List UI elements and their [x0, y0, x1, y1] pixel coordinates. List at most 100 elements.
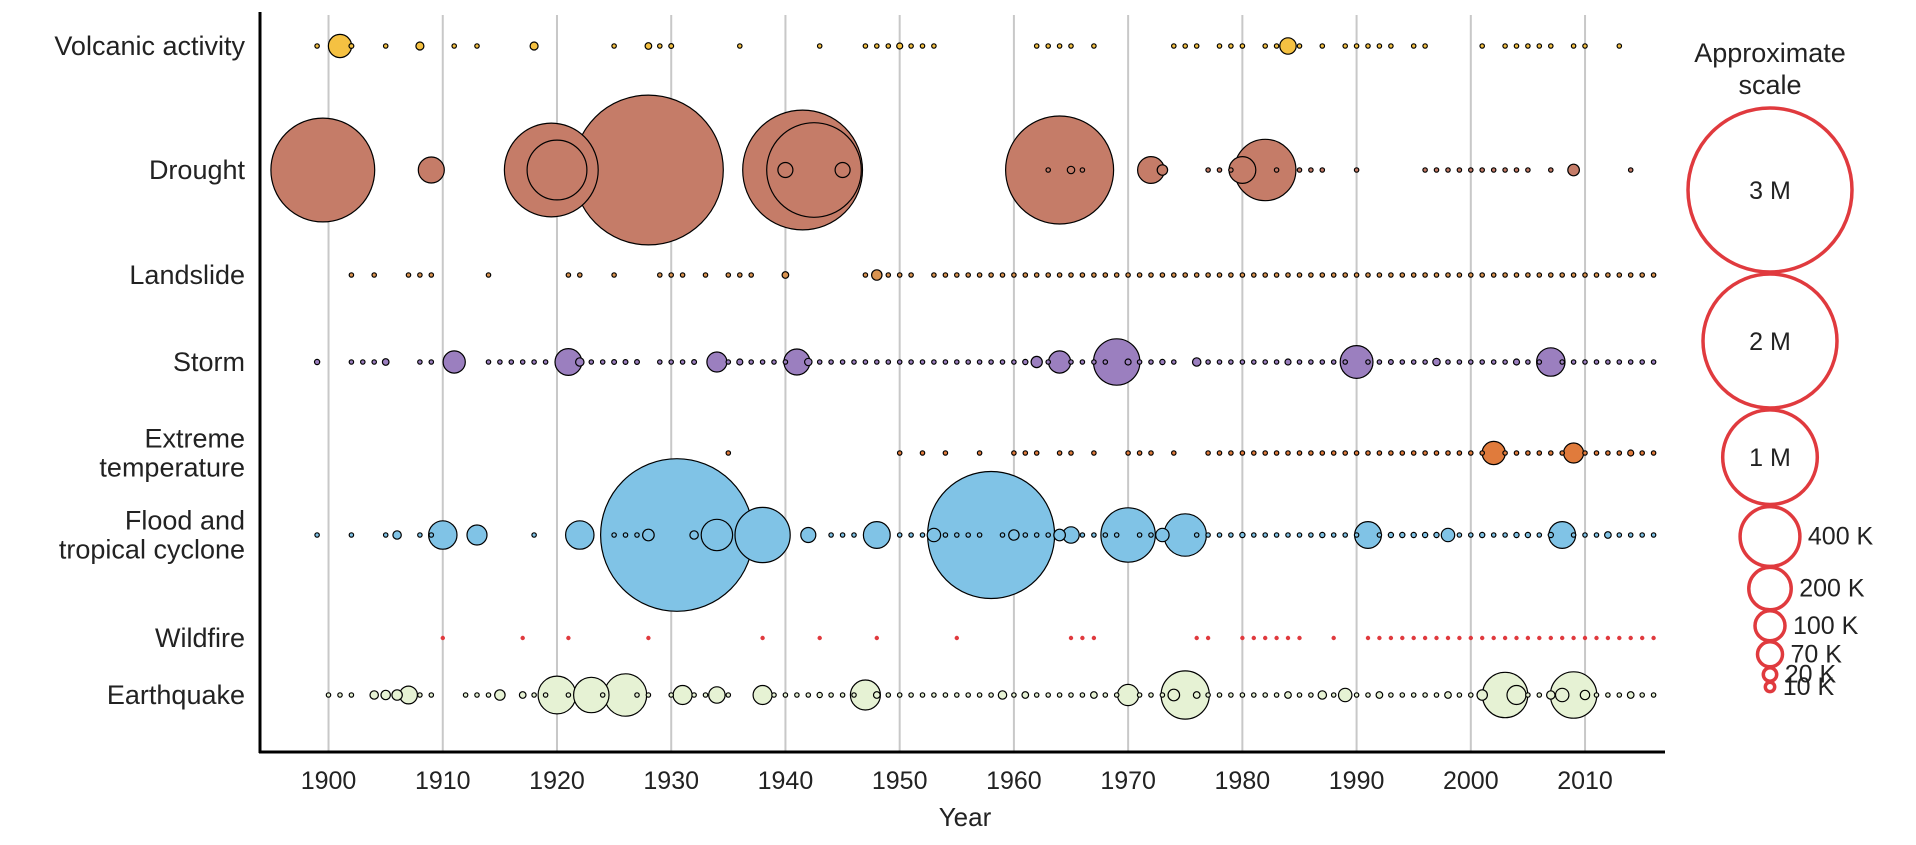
bubble-drought	[766, 122, 862, 218]
bubble-landslide	[1171, 272, 1177, 278]
bubble-landslide	[656, 272, 663, 278]
bubble-earthquake	[369, 690, 379, 700]
bubble-extreme-temperature	[1216, 450, 1223, 456]
bubble-flood-and-tropical-cyclone	[1353, 532, 1360, 538]
bubble-wildfire	[1582, 635, 1588, 641]
bubble-landslide	[1342, 272, 1349, 278]
bubble-wildfire	[1400, 635, 1405, 641]
bubble-extreme-temperature	[1296, 450, 1303, 456]
bubble-extreme-temperature	[1022, 450, 1029, 456]
bubble-landslide	[1148, 272, 1154, 278]
bubble-wildfire	[1297, 635, 1302, 641]
bubble-extreme-temperature	[1399, 450, 1406, 456]
category-label-earthquake: Earthquake	[107, 680, 245, 710]
bubble-storm	[668, 359, 675, 365]
bubble-flood-and-tropical-cyclone	[1433, 531, 1440, 539]
legend-label: 70 K	[1791, 640, 1843, 668]
legend-circle	[1686, 106, 1854, 274]
bubble-flood-and-tropical-cyclone	[1296, 532, 1303, 538]
x-tick-label: 1900	[301, 767, 357, 795]
bubble-landslide	[1456, 272, 1463, 278]
bubble-extreme-temperature	[1422, 450, 1428, 456]
bubble-earthquake	[1273, 692, 1280, 698]
bubble-volcanic-activity	[919, 43, 926, 49]
bubble-landslide	[988, 272, 994, 278]
bubble-storm	[1171, 359, 1177, 365]
bubble-drought	[1045, 167, 1052, 173]
bubble-storm	[1342, 359, 1349, 365]
bubble-storm	[1079, 359, 1086, 365]
bubble-wildfire	[1331, 635, 1336, 641]
bubble-landslide	[1445, 272, 1451, 278]
bubble-flood-and-tropical-cyclone	[622, 532, 629, 538]
legend-label: 1 M	[1749, 444, 1791, 472]
bubble-earthquake	[1444, 691, 1452, 699]
bubble-landslide	[1273, 272, 1280, 278]
category-label-extreme-temperature: Extreme temperature	[99, 424, 245, 483]
bubble-landslide	[1068, 272, 1074, 278]
bubble-volcanic-activity	[1422, 43, 1428, 49]
bubble-drought	[1353, 167, 1360, 173]
bubbles	[270, 33, 1657, 720]
bubble-storm	[679, 359, 686, 365]
bubble-landslide	[1159, 272, 1166, 278]
bubble-drought	[1156, 164, 1169, 176]
bubble-drought	[1433, 167, 1440, 173]
bubble-storm	[313, 358, 321, 366]
bubble-earthquake	[1353, 692, 1360, 698]
bubble-earthquake	[1251, 692, 1257, 698]
bubble-earthquake	[794, 692, 800, 698]
bubble-storm	[1092, 338, 1141, 386]
bubble-volcanic-activity	[1216, 43, 1223, 49]
bubble-earthquake	[668, 692, 675, 698]
bubble-earthquake	[702, 692, 709, 698]
bubble-landslide	[1239, 272, 1246, 278]
bubble-earthquake	[752, 684, 773, 706]
bubble-flood-and-tropical-cyclone	[1251, 532, 1257, 538]
bubble-extreme-temperature	[1456, 450, 1463, 456]
bubble-earthquake	[931, 692, 937, 698]
bubble-extreme-temperature	[1228, 450, 1234, 456]
category-label-flood-and-tropical-cyclone: Flood and tropical cyclone	[59, 506, 245, 565]
category-label-storm: Storm	[173, 347, 245, 377]
bubble-storm	[1339, 345, 1374, 380]
bubble-earthquake	[599, 692, 606, 698]
category-label-drought: Drought	[149, 155, 246, 185]
bubble-volcanic-activity	[1365, 43, 1371, 49]
bubble-storm	[1262, 359, 1269, 365]
bubble-wildfire	[520, 635, 525, 641]
bubble-volcanic-activity	[1353, 43, 1360, 49]
bubble-earthquake	[542, 692, 549, 698]
bubble-extreme-temperature	[1171, 450, 1177, 456]
bubble-flood-and-tropical-cyclone	[564, 520, 595, 550]
bubble-landslide	[748, 272, 755, 278]
bubble-extreme-temperature	[1273, 450, 1280, 456]
bubble-wildfire	[440, 635, 445, 641]
bubble-landslide	[1113, 272, 1120, 278]
bubble-flood-and-tropical-cyclone	[1033, 532, 1040, 538]
bubble-wildfire	[1594, 635, 1599, 641]
bubble-earthquake	[908, 692, 914, 698]
bubble-storm	[1399, 359, 1406, 365]
bubble-earthquake	[1330, 692, 1337, 698]
bubble-storm	[656, 359, 663, 365]
bubble-earthquake	[816, 691, 823, 699]
bubble-drought	[1468, 167, 1474, 173]
bubble-wildfire	[954, 635, 959, 641]
bubble-flood-and-tropical-cyclone	[1239, 531, 1246, 539]
bubble-storm	[1536, 359, 1543, 365]
x-axis-title: Year	[939, 802, 992, 832]
bubble-storm	[1030, 355, 1043, 369]
bubble-extreme-temperature	[1650, 450, 1657, 456]
bubble-extreme-temperature	[1433, 450, 1440, 456]
bubble-storm	[1432, 357, 1441, 367]
bubble-volcanic-activity	[1279, 37, 1297, 55]
bubble-landslide	[565, 272, 572, 278]
bubble-extreme-temperature	[1342, 450, 1349, 456]
bubble-drought	[1079, 167, 1086, 173]
bubble-flood-and-tropical-cyclone	[1205, 532, 1211, 538]
bubble-extreme-temperature	[1479, 450, 1486, 456]
bubble-drought	[1296, 167, 1303, 173]
bubble-landslide	[1650, 272, 1657, 278]
bubble-wildfire	[1468, 635, 1474, 641]
